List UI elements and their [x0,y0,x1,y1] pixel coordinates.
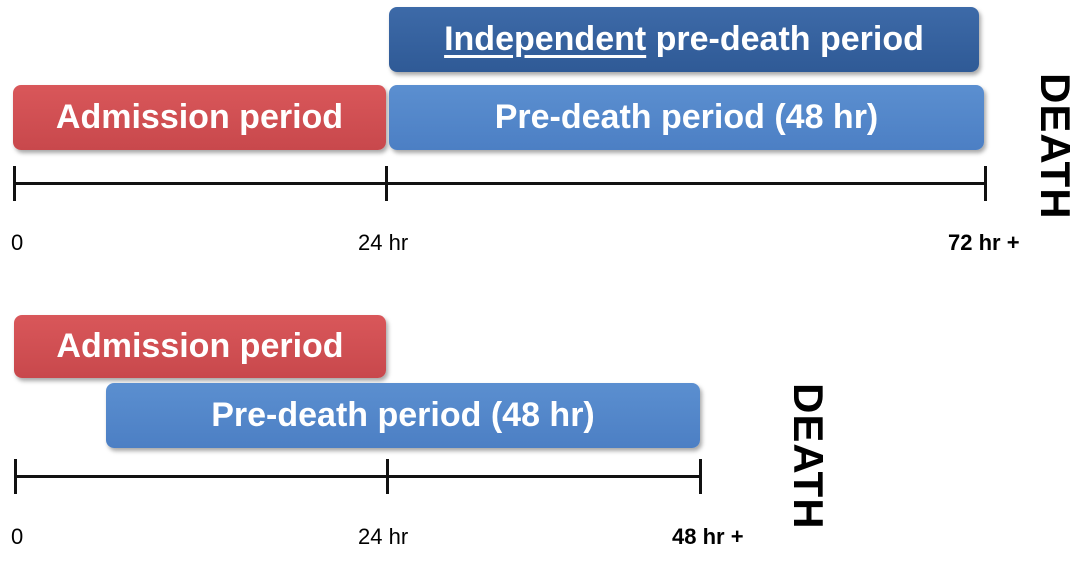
predeath-period-label-top: Pre-death period (48 hr) [494,98,879,136]
independent-word: Independent [444,20,647,58]
timeline-axis-top [14,182,986,185]
tick-label-0-bottom: 0 [11,524,24,549]
tick-24-bottom [386,459,389,494]
tick-label-end-bottom: 48 hr + [672,524,744,549]
timeline-axis-bottom [15,475,700,478]
independent-predeath-bar: Independent pre-death period [389,7,979,72]
predeath-period-bar-top: Pre-death period (48 hr) [389,85,984,150]
predeath-period-label-bottom: Pre-death period (48 hr) [211,396,595,434]
death-label-bottom: DEATH [785,383,832,530]
tick-0-bottom [14,459,17,494]
admission-period-bar-bottom: Admission period [14,315,386,378]
tick-0-top [13,166,16,201]
tick-label-end-top: 72 hr + [948,230,1020,255]
admission-period-label-bottom: Admission period [56,327,344,365]
admission-period-label-top: Admission period [55,98,344,136]
tick-end-bottom [699,459,702,494]
tick-label-24-bottom: 24 hr [358,524,409,549]
predeath-period-bar-bottom: Pre-death period (48 hr) [106,383,700,448]
death-label-top: DEATH [1032,73,1079,220]
independent-rest: pre-death period [646,20,924,58]
tick-end-top [984,166,987,201]
tick-label-0-top: 0 [11,230,24,255]
admission-period-bar-top: Admission period [13,85,386,150]
tick-label-24-top: 24 hr [358,230,409,255]
tick-24-top [385,166,388,201]
